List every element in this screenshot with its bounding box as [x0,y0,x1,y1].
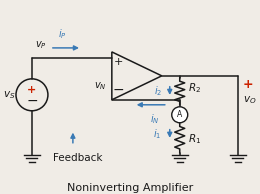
Text: $v_N$: $v_N$ [94,80,107,92]
Text: $i_2$: $i_2$ [153,84,162,98]
Text: $v_P$: $v_P$ [35,39,47,51]
Text: +: + [114,57,124,67]
Circle shape [172,107,188,123]
Text: Noninverting Amplifier: Noninverting Amplifier [67,183,193,193]
Text: $v_O$: $v_O$ [243,94,256,106]
Text: $i_1$: $i_1$ [153,127,162,141]
Text: $R_1$: $R_1$ [188,132,201,146]
Text: $v_S$: $v_S$ [3,89,16,101]
Text: A: A [177,110,182,119]
Text: +: + [243,78,253,91]
Text: $R_2$: $R_2$ [188,81,201,95]
Text: +: + [27,85,37,95]
Text: −: − [26,94,38,108]
Text: $i_N$: $i_N$ [150,112,160,126]
Text: Feedback: Feedback [53,153,103,163]
Text: $i_P$: $i_P$ [57,27,66,41]
Text: −: − [113,83,125,97]
